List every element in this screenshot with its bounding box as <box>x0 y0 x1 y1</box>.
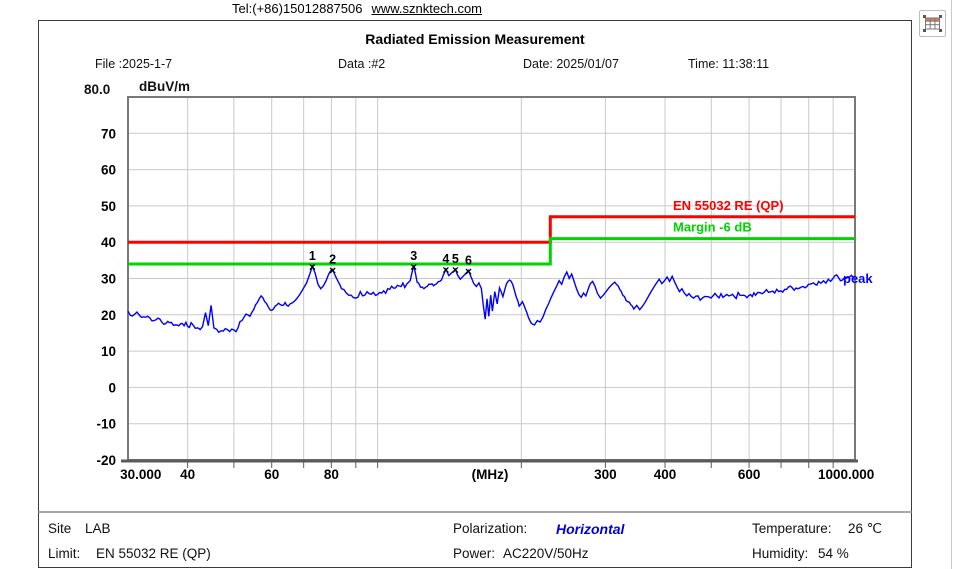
y-tick-label: 30 <box>101 272 116 287</box>
humidity-label: Humidity: <box>752 546 809 561</box>
limit-legend-1: Margin -6 dB <box>673 220 752 235</box>
contact-line: Tel:(+86)15012887506 www.sznktech.com <box>232 1 482 16</box>
marker-number-1: 1 <box>309 249 316 263</box>
x-tick-label: 80 <box>324 467 339 482</box>
report-frame <box>38 20 912 568</box>
trace-peak <box>127 264 856 334</box>
trace-end-label: peak <box>843 271 873 286</box>
y-tick-label: 10 <box>101 344 116 359</box>
website-link[interactable]: www.sznktech.com <box>371 1 483 16</box>
y-tick-label: 40 <box>101 235 116 250</box>
x-tick-label: 1000.000 <box>818 467 874 482</box>
marker-x-icon: × <box>329 263 336 277</box>
x-tick-label: 400 <box>654 467 677 482</box>
header-date: Date: 2025/01/07 <box>523 57 619 71</box>
y-tick-label: -10 <box>96 417 116 432</box>
x-tick-label: 600 <box>738 467 761 482</box>
x-tick-label: 60 <box>264 467 279 482</box>
y-tick-label: -20 <box>96 453 116 468</box>
y-tick-label: 70 <box>101 126 116 141</box>
header-time: Time: 11:38:11 <box>688 57 770 71</box>
marker-x-icon: × <box>465 265 472 279</box>
polarization-value: Horizontal <box>556 521 625 537</box>
limit-line-1 <box>128 237 855 266</box>
header-data: Data :#2 <box>338 57 386 71</box>
x-tick-label: 30.000 <box>120 467 161 482</box>
power-label: Power: <box>453 546 496 561</box>
marker-x-icon: × <box>452 263 459 277</box>
marker-number-5: 5 <box>452 252 459 266</box>
header-file: File :2025-1-7 <box>95 57 173 71</box>
power-value: AC220V/50Hz <box>503 546 589 561</box>
limit-label: Limit: <box>48 546 81 561</box>
x-tick-label: (MHz) <box>472 467 509 482</box>
table-capture-button[interactable] <box>919 10 946 37</box>
site-value: LAB <box>85 521 111 536</box>
marker-x-icon: × <box>442 263 449 277</box>
marker-number-3: 3 <box>410 249 417 263</box>
x-tick-label: 40 <box>180 467 195 482</box>
temperature-value: 26 ℃ <box>848 521 882 536</box>
limit-line-0 <box>128 215 855 244</box>
chart-title: Radiated Emission Measurement <box>365 31 585 47</box>
limit-value: EN 55032 RE (QP) <box>96 546 211 561</box>
humidity-value: 54 % <box>818 546 849 561</box>
temperature-label: Temperature: <box>752 521 832 536</box>
site-label: Site <box>48 521 72 536</box>
contact-tel: Tel:(+86)15012887506 <box>232 1 363 16</box>
page-right-divider <box>951 0 952 569</box>
y-axis-unit-label: dBuV/m <box>139 79 191 94</box>
marker-number-4: 4 <box>442 252 449 266</box>
y-axis-max-label: 80.0 <box>84 82 111 97</box>
x-tick-label: 300 <box>594 467 617 482</box>
y-tick-label: 50 <box>101 199 116 214</box>
polarization-label: Polarization: <box>453 521 528 536</box>
marker-number-6: 6 <box>465 254 472 268</box>
marker-x-icon: × <box>410 260 417 274</box>
marker-number-2: 2 <box>329 252 336 266</box>
table-capture-icon <box>923 15 942 32</box>
y-tick-label: 60 <box>101 163 116 178</box>
y-tick-label: 20 <box>101 308 116 323</box>
limit-legend-0: EN 55032 RE (QP) <box>673 198 784 213</box>
y-tick-label: 0 <box>108 380 116 395</box>
marker-x-icon: × <box>309 260 316 274</box>
